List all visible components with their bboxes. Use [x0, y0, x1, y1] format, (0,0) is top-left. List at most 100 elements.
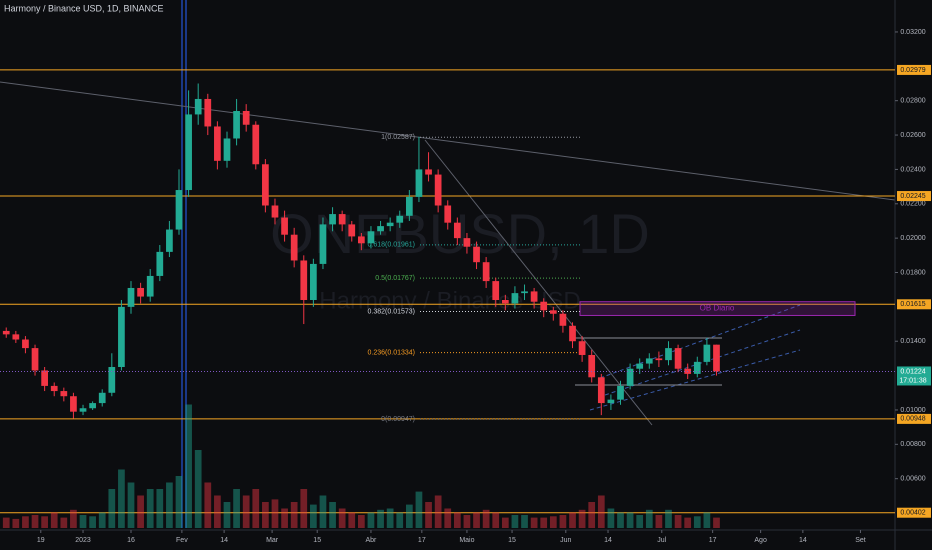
candle-body	[358, 236, 365, 244]
x-tick-label: 14	[604, 537, 612, 544]
volume-bar	[367, 512, 375, 528]
volume-bar	[358, 515, 365, 528]
candle-body	[588, 354, 596, 378]
candle-body	[713, 344, 720, 372]
volume-bar	[12, 518, 20, 528]
volume-bar	[271, 499, 279, 528]
candle-body	[310, 263, 317, 300]
volume-bar	[617, 512, 624, 528]
volume-bar	[665, 509, 672, 528]
x-tick-label: Mar	[266, 537, 279, 544]
candle-body	[146, 275, 154, 297]
chart-title: Harmony / Binance USD, 1D, BINANCE	[4, 3, 164, 13]
candle-body	[31, 348, 39, 371]
volume-bar	[79, 515, 87, 528]
x-tick-label: Maio	[459, 537, 474, 544]
volume-bar	[41, 516, 48, 528]
volume-bar	[22, 516, 29, 528]
y-tick-label: 0.02400	[900, 166, 925, 173]
volume-bar	[540, 517, 548, 528]
candle-body	[41, 370, 48, 386]
candle-body	[271, 205, 279, 218]
candle-body	[377, 226, 384, 232]
candle-body	[252, 124, 260, 165]
x-tick-label: Ago	[754, 537, 767, 544]
volume-bar	[70, 509, 77, 528]
level-axis-label: 0.00402	[900, 510, 925, 517]
candle-body	[569, 325, 576, 342]
channel-line	[589, 349, 801, 411]
candle-body	[194, 98, 202, 115]
volume-bar	[415, 491, 423, 528]
volume-bar	[501, 517, 509, 528]
candle-body	[549, 310, 557, 314]
volume-bar	[713, 517, 720, 528]
y-tick-label: 0.00600	[900, 476, 925, 483]
volume-bar	[137, 495, 144, 528]
candle-body	[636, 363, 644, 369]
volume-bar	[204, 482, 212, 528]
candle-body	[281, 217, 288, 235]
channel-line	[604, 329, 801, 396]
volume-bar	[31, 515, 39, 528]
volume-bar	[214, 495, 221, 528]
y-tick-label: 0.02600	[900, 132, 925, 139]
candle-body	[262, 164, 269, 206]
candle-body	[2, 330, 10, 335]
volume-bar	[703, 512, 711, 528]
candle-body	[79, 408, 87, 412]
x-tick-label: Abr	[366, 537, 378, 544]
x-tick-label: Jul	[657, 537, 666, 544]
volume-bar	[559, 515, 567, 528]
candle-body	[425, 169, 432, 175]
volume-bar	[473, 512, 480, 528]
x-tick-label: Set	[855, 537, 866, 544]
candle-body	[559, 313, 567, 326]
volume-bar	[482, 509, 490, 528]
volume-bar	[319, 495, 327, 528]
fib-label: 0.382(0.01573)	[368, 308, 415, 315]
volume-bar	[60, 517, 68, 528]
candle-body	[645, 358, 653, 364]
candle-body	[118, 306, 125, 368]
volume-bar	[108, 489, 116, 528]
level-axis-label: 0.02245	[900, 193, 925, 200]
volume-bar	[50, 512, 58, 528]
candle-body	[108, 367, 116, 393]
candle-body	[386, 222, 394, 227]
candle-body	[521, 291, 528, 294]
candle-body	[204, 98, 212, 127]
candle-body	[655, 358, 663, 361]
volume-bar	[242, 495, 250, 528]
volume-bar	[636, 515, 644, 528]
candle-body	[12, 334, 20, 340]
volume-bar	[290, 502, 298, 528]
volume-bar	[674, 515, 682, 528]
level-axis-box	[897, 507, 931, 518]
volume-bar	[386, 508, 394, 528]
candle-body	[492, 281, 500, 300]
fib-label: 0.236(0.01334)	[368, 349, 415, 356]
volume-bar	[185, 404, 192, 528]
candle-body	[185, 114, 192, 191]
candle-body	[98, 392, 106, 404]
candle-body	[444, 205, 452, 223]
volume-bar	[434, 495, 442, 528]
candle-body	[60, 391, 68, 397]
volume-bar	[530, 517, 538, 528]
candle-body	[329, 214, 336, 225]
volume-bar	[597, 495, 605, 528]
level-axis-box	[897, 413, 931, 424]
candle-body	[175, 190, 183, 230]
volume-bar	[156, 489, 164, 528]
candle-body	[597, 377, 605, 404]
volume-bar	[396, 512, 404, 528]
volume-bar	[463, 515, 471, 528]
x-tick-label: 14	[799, 537, 807, 544]
candle-body	[530, 291, 538, 302]
y-tick-label: 0.01000	[900, 407, 925, 414]
volume-bar	[300, 489, 308, 528]
trend-line	[0, 81, 896, 201]
candle-body	[223, 138, 231, 161]
level-axis-box	[897, 64, 931, 75]
